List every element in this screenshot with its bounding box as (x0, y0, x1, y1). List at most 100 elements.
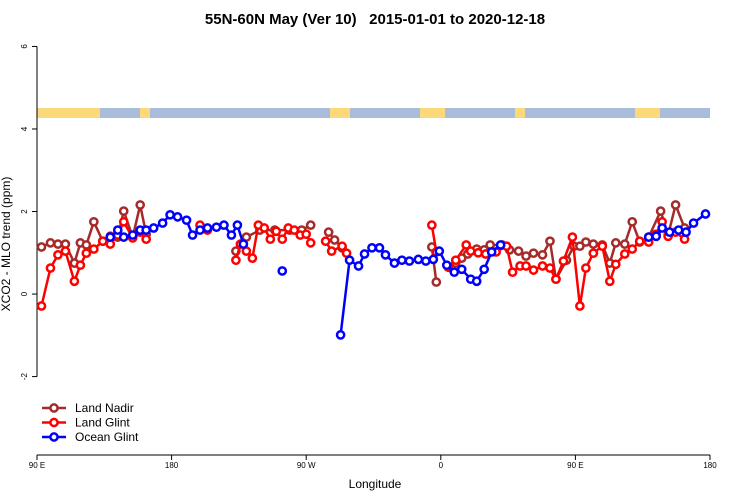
data-point (597, 241, 608, 252)
data-point (643, 232, 654, 242)
legend-label: Land Glint (75, 416, 130, 430)
data-point (450, 255, 461, 266)
data-point (157, 218, 168, 228)
x-tick-label: 90 E (567, 461, 583, 470)
data-point (441, 260, 452, 271)
data-point (148, 223, 159, 233)
data-point (105, 232, 116, 242)
data-point (610, 238, 621, 248)
legend-label: Ocean Glint (75, 430, 139, 444)
legend-marker (49, 417, 59, 428)
data-point (431, 277, 442, 287)
data-point (456, 264, 467, 275)
data-point (289, 225, 300, 235)
data-point (81, 240, 92, 250)
data-point (359, 249, 370, 259)
data-point (627, 216, 638, 227)
data-point (202, 223, 213, 233)
data-point (581, 237, 591, 247)
x-tick-label: 180 (165, 461, 179, 470)
data-point (305, 220, 316, 230)
data-point (118, 216, 129, 227)
legend-marker (49, 432, 59, 442)
data-point (226, 230, 237, 240)
data-point (36, 301, 47, 311)
data-point (604, 276, 615, 287)
data-point (404, 256, 415, 266)
y-tick-label: 6 (20, 44, 29, 49)
x-tick-label: 0 (439, 461, 444, 470)
data-point (397, 255, 407, 266)
data-point (219, 220, 229, 230)
y-tick-label: -2 (20, 372, 29, 380)
x-tick-label: 90 E (29, 461, 45, 470)
data-point (353, 261, 364, 271)
data-point (688, 218, 699, 228)
data-point (337, 241, 347, 252)
data-point (428, 254, 439, 265)
data-point (118, 232, 129, 242)
data-point (344, 255, 355, 266)
data-point (651, 231, 662, 242)
data-point (141, 234, 152, 245)
data-point (165, 209, 175, 220)
data-point (118, 206, 129, 216)
data-point (277, 234, 288, 245)
data-point (45, 263, 56, 273)
data-point (97, 236, 108, 247)
data-point (619, 249, 630, 259)
y-tick-label: 0 (20, 291, 29, 296)
data-point (135, 200, 146, 210)
data-point (389, 258, 400, 268)
data-point (610, 259, 621, 270)
data-point (265, 234, 276, 245)
data-point (195, 225, 205, 235)
data-point (277, 266, 288, 276)
data-point (657, 223, 667, 233)
data-point (588, 248, 599, 259)
data-point (537, 249, 548, 260)
data-point (471, 276, 482, 287)
data-point (88, 244, 99, 254)
data-point (449, 267, 460, 278)
data-point (259, 223, 270, 233)
data-point (513, 246, 524, 256)
data-point (75, 260, 86, 271)
legend-label: Land Nadir (75, 401, 134, 415)
data-point (53, 249, 63, 260)
data-point (528, 265, 539, 275)
data-point (479, 264, 490, 275)
data-point (301, 229, 312, 240)
data-point (320, 236, 331, 247)
x-axis-label: Longitude (349, 477, 402, 491)
data-point (655, 206, 666, 216)
data-point (521, 251, 531, 261)
data-point (537, 261, 548, 271)
data-point (232, 220, 243, 230)
data-point (69, 276, 80, 287)
data-point (81, 248, 92, 259)
data-point (380, 249, 391, 260)
data-point (36, 242, 47, 252)
data-point (112, 225, 123, 235)
y-tick-label: 4 (20, 126, 29, 131)
data-point (627, 244, 638, 254)
data-point (374, 242, 385, 253)
data-point (181, 215, 192, 226)
data-point (486, 247, 497, 257)
data-point (528, 248, 539, 259)
data-point (426, 220, 437, 230)
data-point (495, 240, 506, 250)
data-point (247, 253, 258, 264)
y-axis-label: XCO2 - MLO trend (ppm) (0, 177, 13, 312)
data-point (271, 226, 282, 237)
data-point (367, 242, 377, 253)
x-tick-label: 90 W (297, 461, 316, 470)
data-point (238, 239, 249, 249)
data-point (326, 246, 337, 256)
data-point (53, 239, 63, 249)
data-point (681, 227, 691, 238)
data-point (141, 225, 152, 235)
data-point (88, 216, 99, 227)
